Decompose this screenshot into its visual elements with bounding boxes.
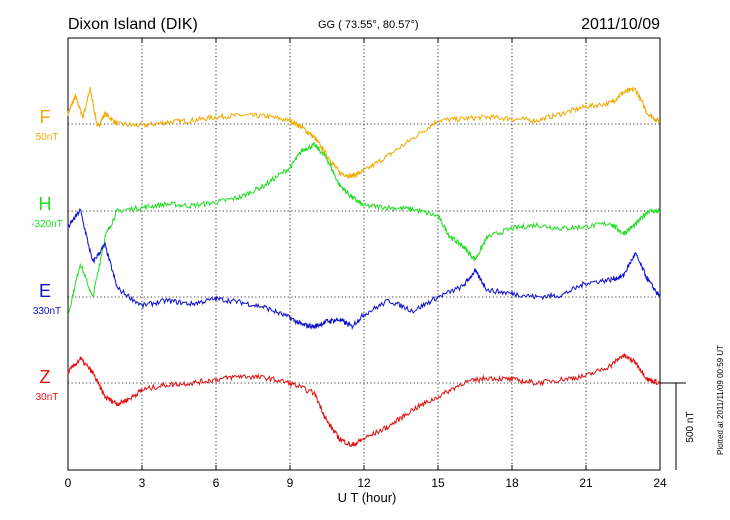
plot-timestamp-note: Plotted at 2011/11/09 00:59 UT [716,345,725,455]
chart-title-date: 2011/10/09 [581,16,660,33]
series-line-h [68,141,661,315]
series-line-e [67,208,661,331]
chart-title-station: Dixon Island (DIK) [68,16,198,33]
series-labels: F 50nT H -320nT E 330nT Z 30nT [31,107,63,403]
x-tick-label: 3 [139,476,146,490]
x-axis-ticks: 0 3 6 9 12 15 18 21 24 [65,38,667,490]
chart-title-coordinates: GG ( 73.55°, 80.57°) [318,19,419,31]
x-tick-label: 6 [213,476,220,490]
scale-bar: 500 nT [660,382,696,470]
series-traces [67,86,661,448]
series-name-h: H [39,194,52,214]
series-line-z [67,353,661,448]
series-baseline-h: -320nT [31,219,63,230]
grid-lines [68,38,660,470]
x-tick-label: 15 [431,476,445,490]
series-baseline-z: 30nT [36,392,59,403]
x-tick-label: 9 [287,476,294,490]
series-line-f [67,86,660,179]
series-name-z: Z [40,367,51,387]
series-baseline-e: 330nT [33,306,61,317]
series-name-f: F [40,107,51,127]
series-name-e: E [39,281,51,301]
x-tick-label: 21 [579,476,593,490]
x-tick-label: 0 [65,476,72,490]
scale-bar-label: 500 nT [685,411,696,442]
x-tick-label: 18 [505,476,519,490]
x-tick-label: 12 [357,476,371,490]
x-axis-label: U T (hour) [338,490,397,505]
series-baseline-f: 50nT [36,132,59,143]
x-tick-label: 24 [653,476,667,490]
